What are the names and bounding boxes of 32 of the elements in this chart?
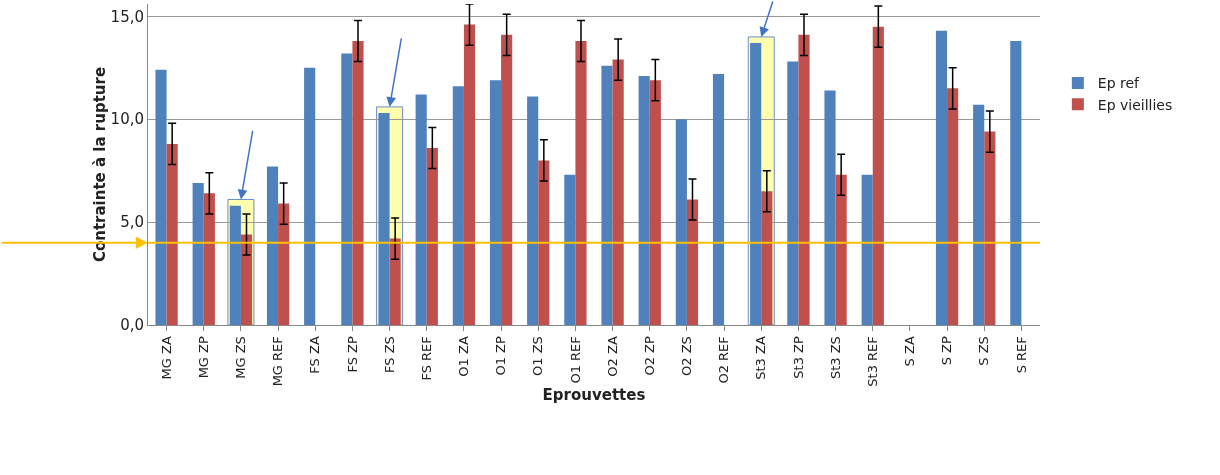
x-tick-label: MG ZA xyxy=(158,336,174,380)
x-tick-label: O1 REF xyxy=(567,336,583,384)
y-tick-label: 10,0 xyxy=(110,110,144,129)
y-tick-label: 0,0 xyxy=(120,316,144,335)
x-tick-label: FS ZP xyxy=(344,336,360,373)
x-tick-label: O2 ZA xyxy=(604,336,620,377)
x-tick-label: FS ZA xyxy=(307,336,323,374)
x-tick-label: O2 ZS xyxy=(679,336,695,376)
legend-label: Ep vieillies xyxy=(1097,96,1173,113)
x-tick-label: St3 ZA xyxy=(753,336,769,380)
x-tick-label: MG ZS xyxy=(233,336,249,379)
x-tick-label: S ZA xyxy=(902,336,918,367)
x-tick-label: St3 ZP xyxy=(790,336,806,379)
x-tick-label: St3 ZS xyxy=(827,336,843,380)
x-tick-label: O1 ZA xyxy=(456,336,472,377)
x-tick-label: S ZP xyxy=(939,336,955,366)
x-tick-label: S REF xyxy=(1013,336,1029,374)
x-tick-label: S ZS xyxy=(976,336,992,366)
x-tick-label: MG ZP xyxy=(195,336,211,379)
y-axis-title: Contrainte à la rupture xyxy=(90,66,109,263)
x-tick-label: MG REF xyxy=(270,336,286,387)
x-tick-label: O1 ZS xyxy=(530,336,546,376)
x-tick-label: FS REF xyxy=(418,336,434,381)
y-tick-label: 5,0 xyxy=(120,213,144,232)
legend-label: Ep ref xyxy=(1097,75,1141,92)
x-tick-label: O1 ZP xyxy=(493,336,509,376)
x-tick-label: St3 REF xyxy=(864,336,880,387)
x-tick-label: O2 REF xyxy=(716,336,732,384)
y-tick-label: 15,0 xyxy=(110,7,144,26)
x-axis-title: Eprouvettes xyxy=(542,385,646,404)
x-tick-label: O2 ZP xyxy=(641,336,657,376)
x-tick-label: FS ZS xyxy=(381,336,397,373)
